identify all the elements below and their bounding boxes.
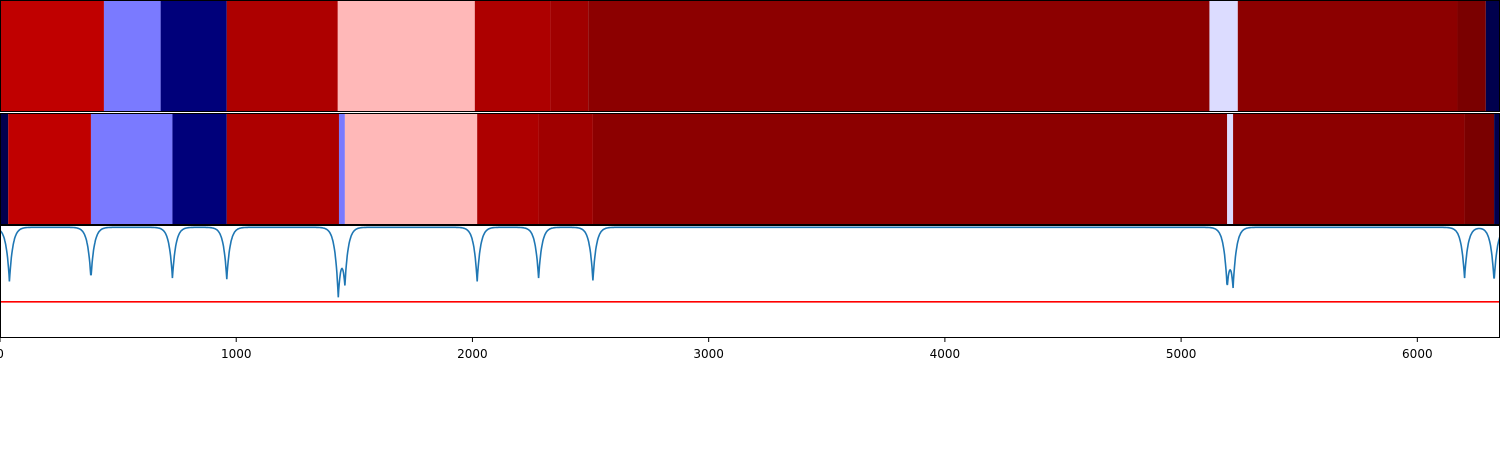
heatmap-cell-2-1 xyxy=(8,113,91,225)
heatmap-cell-1-11 xyxy=(1485,0,1500,112)
heatmap-cell-2-7 xyxy=(477,113,539,225)
heatmap-cell-2-4 xyxy=(226,113,339,225)
heatmap-cell-1-6 xyxy=(550,0,589,112)
x-tick-label-3000: 3000 xyxy=(693,347,724,361)
heatmap-cell-2-12 xyxy=(1464,113,1495,225)
heatmap-cell-1-4 xyxy=(337,0,475,112)
heatmap-cell-1-7 xyxy=(588,0,1210,112)
heatmap-cell-2-6 xyxy=(344,113,478,225)
heatmap-cell-2-9 xyxy=(592,113,1228,225)
heatmap-cell-1-9 xyxy=(1237,0,1458,112)
heatmap-cell-2-5 xyxy=(338,113,345,225)
x-tick-label-5000: 5000 xyxy=(1166,347,1197,361)
heatmap-cell-2-2 xyxy=(90,113,173,225)
heatmap-cell-1-10 xyxy=(1457,0,1486,112)
heatmap-cell-2-13 xyxy=(1494,113,1500,225)
heatmap-strip-bottom xyxy=(0,113,1500,225)
heatmap-cell-2-8 xyxy=(538,113,593,225)
x-tick-label-4000: 4000 xyxy=(930,347,961,361)
x-axis: 0 1000 2000 3000 4000 5000 6000 xyxy=(0,338,1433,361)
x-tick-label-1000: 1000 xyxy=(221,347,252,361)
x-tick-label-0: 0 xyxy=(0,347,4,361)
x-tick-label-6000: 6000 xyxy=(1402,347,1433,361)
heatmap-cell-1-8 xyxy=(1209,0,1238,112)
line-plot-panel xyxy=(0,225,1500,338)
heatmap-cell-2-11 xyxy=(1233,113,1465,225)
heatmap-cell-2-0 xyxy=(0,113,9,225)
heatmap-cell-1-5 xyxy=(474,0,551,112)
heatmap-cell-1-0 xyxy=(0,0,104,112)
heatmap-cell-1-2 xyxy=(160,0,227,112)
heatmap-cell-1-3 xyxy=(226,0,338,112)
x-tick-label-2000: 2000 xyxy=(457,347,488,361)
series-line-blue xyxy=(0,226,1500,298)
heatmap-cell-1-1 xyxy=(103,0,161,112)
heatmap-cell-2-10 xyxy=(1227,113,1234,225)
heatmap-strip-top xyxy=(0,0,1500,112)
heatmap-cell-2-3 xyxy=(172,113,227,225)
line-plot-frame xyxy=(0,225,1500,338)
